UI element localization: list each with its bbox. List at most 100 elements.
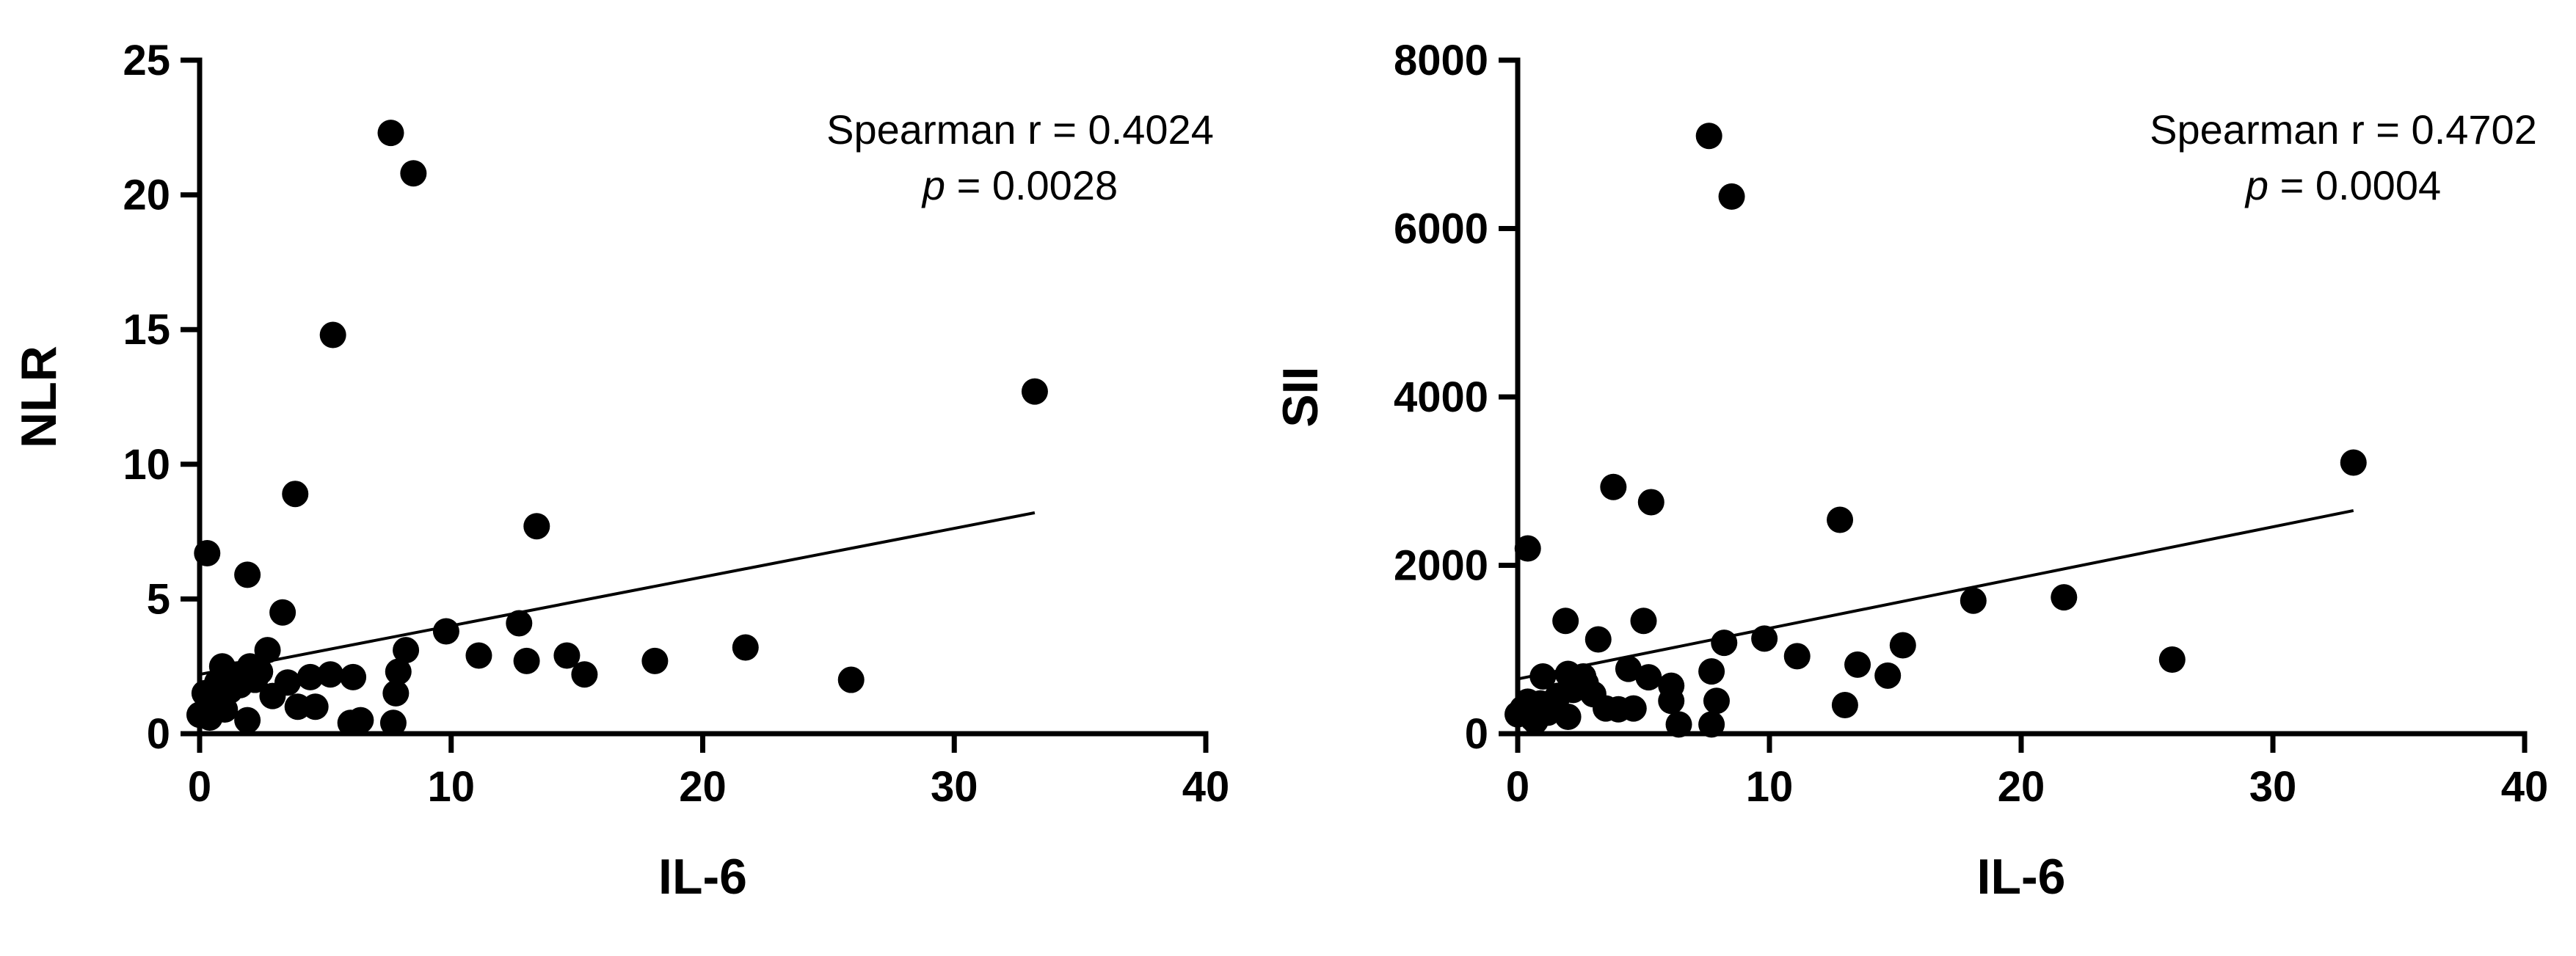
y-tick-label: 10 [123, 441, 170, 489]
data-point [377, 120, 404, 147]
y-axis-title: NLR [11, 346, 67, 448]
data-point [337, 709, 364, 737]
p-value-annotation: p = 0.0028 [921, 162, 1118, 208]
data-point [571, 661, 598, 688]
data-point [1522, 707, 1549, 734]
data-point [1658, 687, 1685, 715]
data-point [382, 679, 410, 707]
x-tick-label: 10 [427, 763, 475, 811]
y-tick-label: 4000 [1394, 373, 1488, 421]
data-point [1698, 658, 1725, 685]
data-point [1615, 655, 1642, 682]
data-point [523, 513, 550, 540]
data-point [1751, 625, 1778, 652]
data-point [465, 642, 492, 669]
data-point [284, 693, 311, 720]
p-symbol: p [921, 162, 945, 208]
chart-panel-sii: 0 10 20 30 40 0 2000 4000 6000 8000 IL-6 SII Spearma… [1273, 37, 2548, 905]
data-point [1695, 123, 1722, 150]
p-value: = 0.0028 [945, 162, 1118, 208]
data-point [400, 160, 427, 187]
data-point [1600, 473, 1627, 500]
spearman-r-annotation: Spearman r = 0.4702 [2150, 106, 2537, 153]
data-point [432, 618, 459, 645]
y-tick-label: 2000 [1394, 542, 1488, 590]
data-point [553, 642, 581, 669]
data-point [259, 682, 286, 709]
chart-panel-nlr: 0 10 20 30 40 0 5 10 15 20 25 IL-6 NLR Spearman r = 0… [11, 37, 1229, 905]
p-value: = 0.0004 [2268, 162, 2441, 208]
data-point [194, 539, 221, 566]
data-point [234, 707, 261, 734]
data-point [241, 666, 269, 693]
x-tick-label: 0 [188, 763, 211, 811]
data-point [506, 610, 533, 637]
data-point [2051, 584, 2078, 611]
data-point [1552, 607, 1579, 635]
data-point [379, 709, 407, 737]
data-point [1584, 626, 1612, 653]
data-point [1783, 643, 1811, 670]
y-tick-label: 8000 [1394, 37, 1488, 84]
data-point [1620, 695, 1647, 722]
data-point [196, 704, 223, 731]
data-point [385, 658, 412, 685]
data-point [234, 561, 261, 588]
data-point [393, 637, 420, 664]
data-point [1718, 183, 1745, 210]
data-point [1665, 711, 1692, 738]
x-axis-title: IL-6 [1977, 849, 2066, 905]
data-point [1514, 535, 1541, 562]
data-point [317, 661, 344, 688]
data-point [269, 599, 296, 626]
regression-line [199, 511, 1036, 676]
p-value-annotation: p = 0.0004 [2244, 162, 2441, 208]
data-point [837, 666, 865, 693]
data-point [319, 321, 346, 349]
data-point [1635, 664, 1662, 691]
y-tick-label: 25 [123, 37, 170, 84]
y-tick-label: 5 [147, 575, 170, 623]
y-tick-label: 0 [147, 710, 170, 758]
y-axis-title: SII [1273, 366, 1328, 427]
data-point [732, 634, 759, 661]
x-tick-label: 10 [1746, 763, 1794, 811]
data-point [1874, 662, 1902, 689]
p-symbol: p [2244, 162, 2268, 208]
data-point [1827, 506, 1854, 533]
x-tick-label: 20 [1998, 763, 2045, 811]
data-point [1844, 651, 1871, 678]
data-point [1529, 663, 1557, 690]
data-point [1630, 607, 1657, 635]
data-point [1554, 704, 1582, 731]
data-point [513, 647, 540, 674]
y-tick-label: 6000 [1394, 205, 1488, 253]
x-tick-label: 40 [2501, 763, 2549, 811]
data-point [254, 637, 281, 664]
y-tick-label: 0 [1465, 710, 1488, 758]
x-tick-label: 0 [1506, 763, 1529, 811]
data-point [1711, 630, 1738, 657]
data-point [641, 647, 669, 674]
x-axis-title: IL-6 [658, 849, 747, 905]
x-tick-label: 40 [1182, 763, 1230, 811]
x-tick-label: 30 [2249, 763, 2297, 811]
data-point [282, 481, 309, 508]
x-tick-label: 30 [931, 763, 978, 811]
data-point [340, 663, 367, 690]
data-point [296, 663, 324, 690]
y-tick-label: 20 [123, 172, 170, 219]
data-point [1831, 691, 1858, 718]
x-tick-label: 20 [679, 763, 727, 811]
regression-line [1517, 508, 2354, 681]
data-point [1698, 711, 1725, 738]
data-point [1960, 587, 1987, 614]
data-point [1703, 687, 1730, 715]
data-point [203, 669, 230, 696]
data-point [1021, 378, 1048, 405]
data-point [1889, 632, 1916, 659]
data-point [1637, 489, 1664, 516]
data-point [2158, 646, 2186, 674]
